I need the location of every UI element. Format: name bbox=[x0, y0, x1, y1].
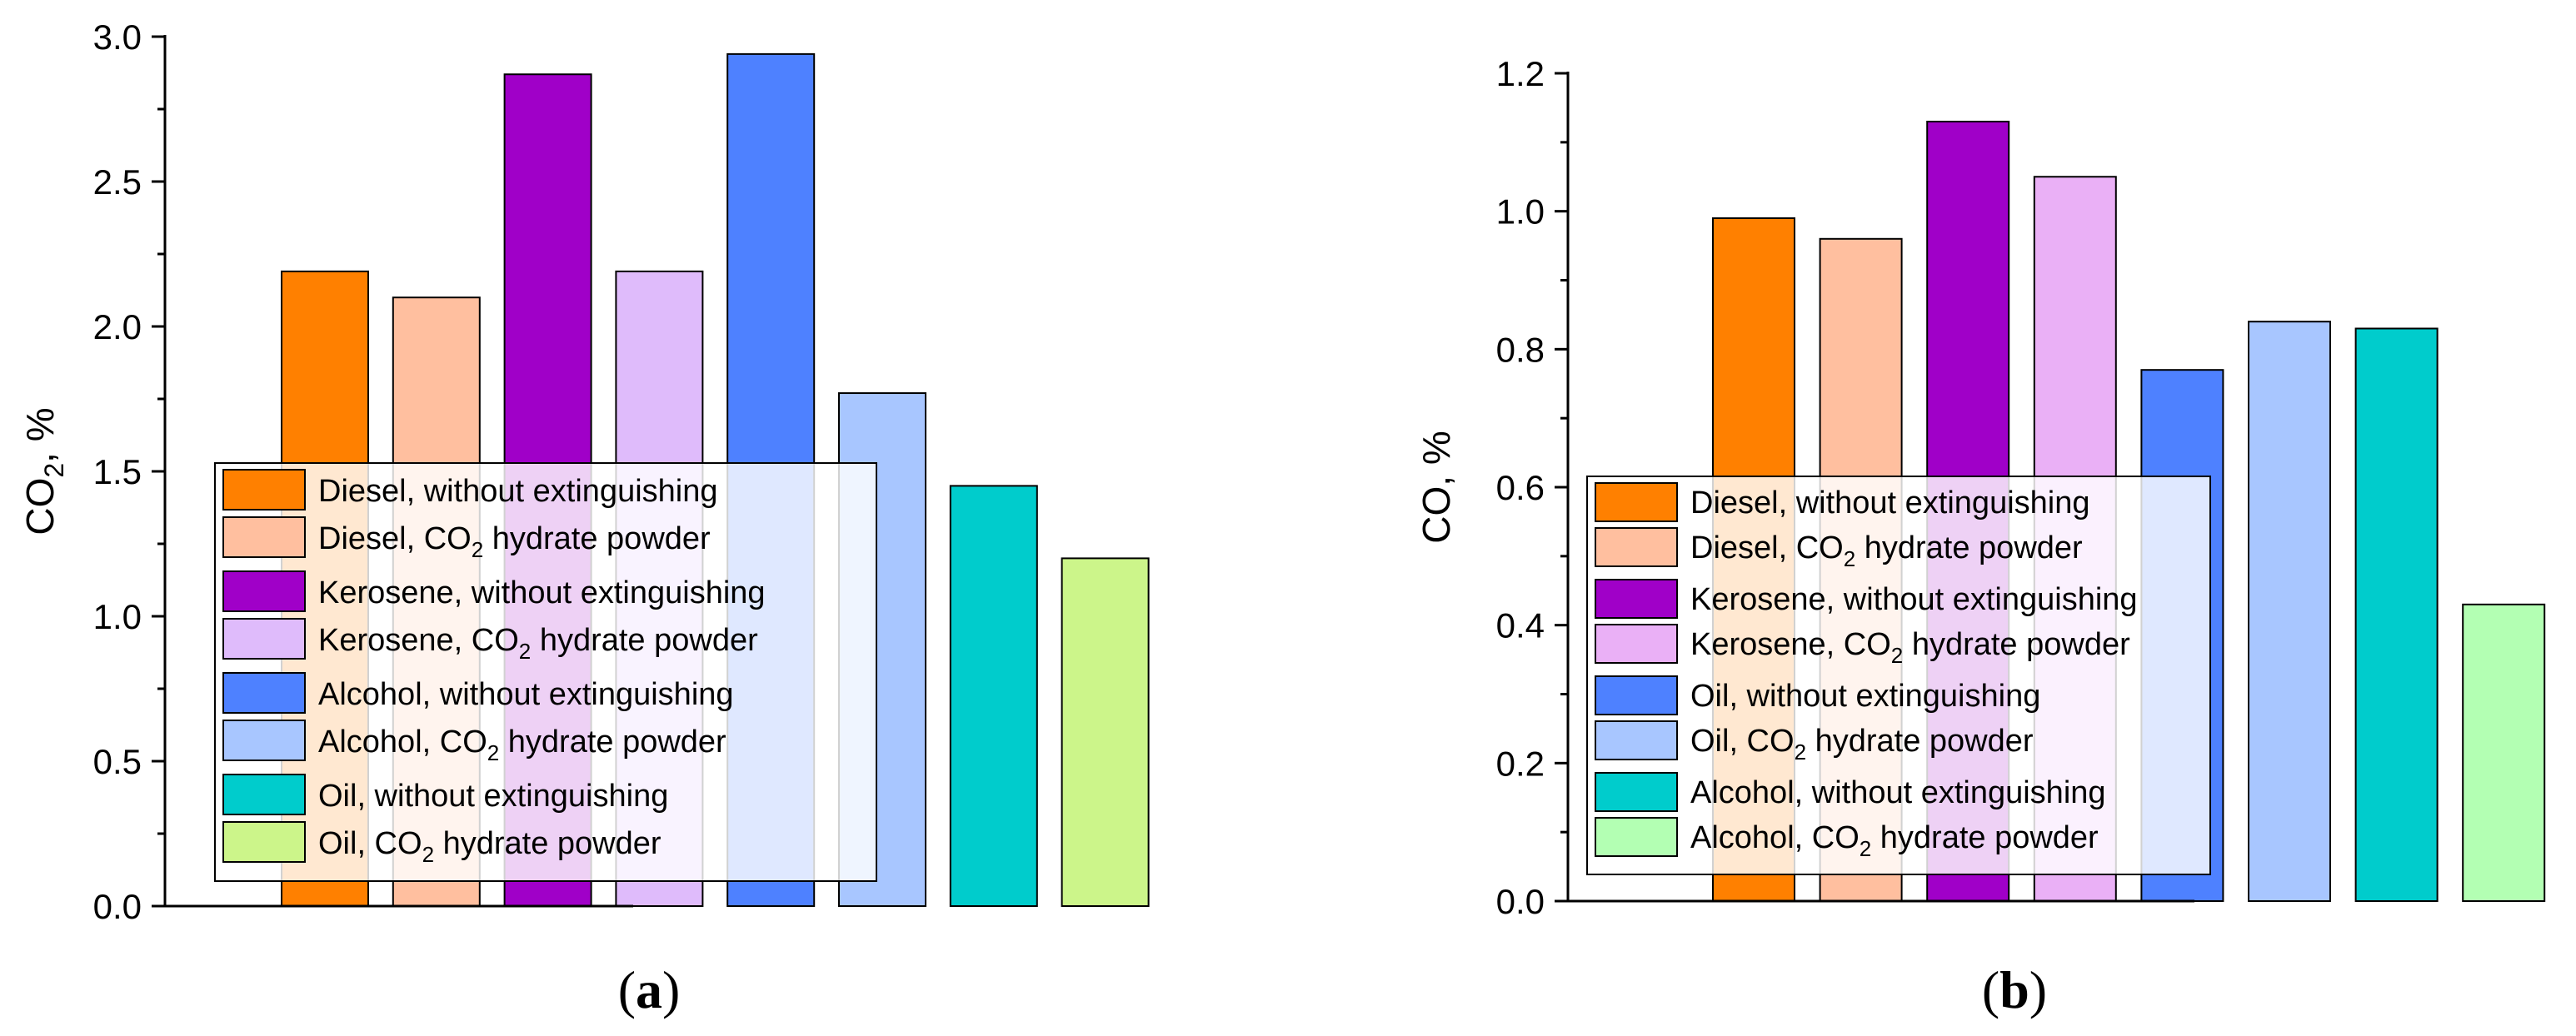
legend-swatch bbox=[222, 469, 306, 511]
legend-swatch bbox=[1595, 579, 1678, 619]
legend-swatch bbox=[1595, 624, 1678, 664]
legend-label: Oil, CO2 hydrate powder bbox=[1690, 724, 2034, 765]
y-tick-label: 1.0 bbox=[1496, 192, 1545, 232]
legend-label: Diesel, without extinguishing bbox=[318, 474, 718, 509]
y-tick-label: 0.0 bbox=[93, 887, 142, 926]
y-tick-label: 1.5 bbox=[93, 452, 142, 491]
axes: 0.0 0.2 0.4 0.6 0.8 1.0 1.2 bbox=[1496, 54, 2194, 921]
legend-swatch bbox=[1595, 482, 1678, 522]
y-tick-label: 1.0 bbox=[93, 597, 142, 636]
y-axis-title: CO2, % bbox=[18, 407, 69, 535]
legend-swatch bbox=[222, 618, 306, 660]
bar-oil-co2-hydrate-powder bbox=[2248, 321, 2331, 902]
y-tick-label: 2.5 bbox=[93, 162, 142, 202]
legend-box bbox=[214, 462, 877, 882]
legend-swatch bbox=[1595, 675, 1678, 715]
y-axis-title: CO, % bbox=[1415, 431, 1458, 543]
y-tick-label: 1.2 bbox=[1496, 54, 1545, 93]
bar-oil-co2-hydrate-powder bbox=[1061, 557, 1150, 908]
legend-swatch bbox=[1595, 527, 1678, 567]
bar-oil-without-extinguishing bbox=[949, 485, 1038, 908]
chart-panel-b: 0.0 0.2 0.4 0.6 0.8 1.0 1.2 CO, % Diesel, withou… bbox=[1415, 54, 2546, 1019]
y-tick-label: 0.8 bbox=[1496, 330, 1545, 369]
legend-label: Alcohol, CO2 hydrate powder bbox=[1690, 820, 2099, 861]
legend-box bbox=[1586, 476, 2211, 875]
legend-label: Oil, without extinguishing bbox=[1690, 679, 2040, 714]
legend-label: Alcohol, without extinguishing bbox=[318, 677, 734, 712]
legend-label: Kerosene, without extinguishing bbox=[318, 575, 766, 610]
y-tick-label: 0.6 bbox=[1496, 468, 1545, 507]
legend-label: Kerosene, without extinguishing bbox=[1690, 582, 2138, 617]
legend-swatch bbox=[1595, 720, 1678, 760]
legend-swatch bbox=[222, 672, 306, 714]
legend-label: Diesel, without extinguishing bbox=[1690, 486, 2090, 520]
legend-label: Alcohol, CO2 hydrate powder bbox=[318, 725, 726, 765]
legend-label: Kerosene, CO2 hydrate powder bbox=[318, 623, 758, 664]
y-tick-label: 0.5 bbox=[93, 742, 142, 781]
legend-swatch bbox=[222, 720, 306, 761]
chart-panel-a: 0.0 0.5 1.0 1.5 2.0 2.5 3.0 CO2, % Diesel, witho… bbox=[18, 17, 1150, 1019]
legend: Diesel, without extinguishing Diesel, CO2… bbox=[1586, 476, 2211, 875]
legend-label: Alcohol, without extinguishing bbox=[1690, 775, 2106, 810]
y-tick-label: 0.4 bbox=[1496, 606, 1545, 645]
legend-swatch bbox=[222, 774, 306, 815]
y-tick-label: 0.2 bbox=[1496, 744, 1545, 783]
legend-swatch bbox=[222, 516, 306, 558]
bar-alcohol-without-extinguishing bbox=[2354, 327, 2439, 902]
legend-label: Kerosene, CO2 hydrate powder bbox=[1690, 627, 2130, 668]
legend-swatch bbox=[222, 821, 306, 863]
panel-label: (a) bbox=[618, 960, 681, 1019]
panel-label: (b) bbox=[1982, 960, 2047, 1019]
legend-swatch bbox=[1595, 772, 1678, 812]
legend-label: Diesel, CO2 hydrate powder bbox=[1690, 530, 2083, 571]
legend-label: Diesel, CO2 hydrate powder bbox=[318, 521, 711, 562]
legend-swatch bbox=[1595, 817, 1678, 857]
axes: 0.0 0.5 1.0 1.5 2.0 2.5 3.0 bbox=[93, 17, 633, 926]
legend-label: Oil, without extinguishing bbox=[318, 779, 668, 814]
legend-swatch bbox=[222, 570, 306, 612]
legend-label: Oil, CO2 hydrate powder bbox=[318, 826, 661, 867]
legend: Diesel, without extinguishing Diesel, CO2… bbox=[214, 462, 877, 882]
y-tick-label: 3.0 bbox=[93, 17, 142, 57]
y-tick-label: 2.0 bbox=[93, 307, 142, 346]
bar-alcohol-co2-hydrate-powder bbox=[2462, 603, 2546, 902]
y-tick-label: 0.0 bbox=[1496, 882, 1545, 921]
